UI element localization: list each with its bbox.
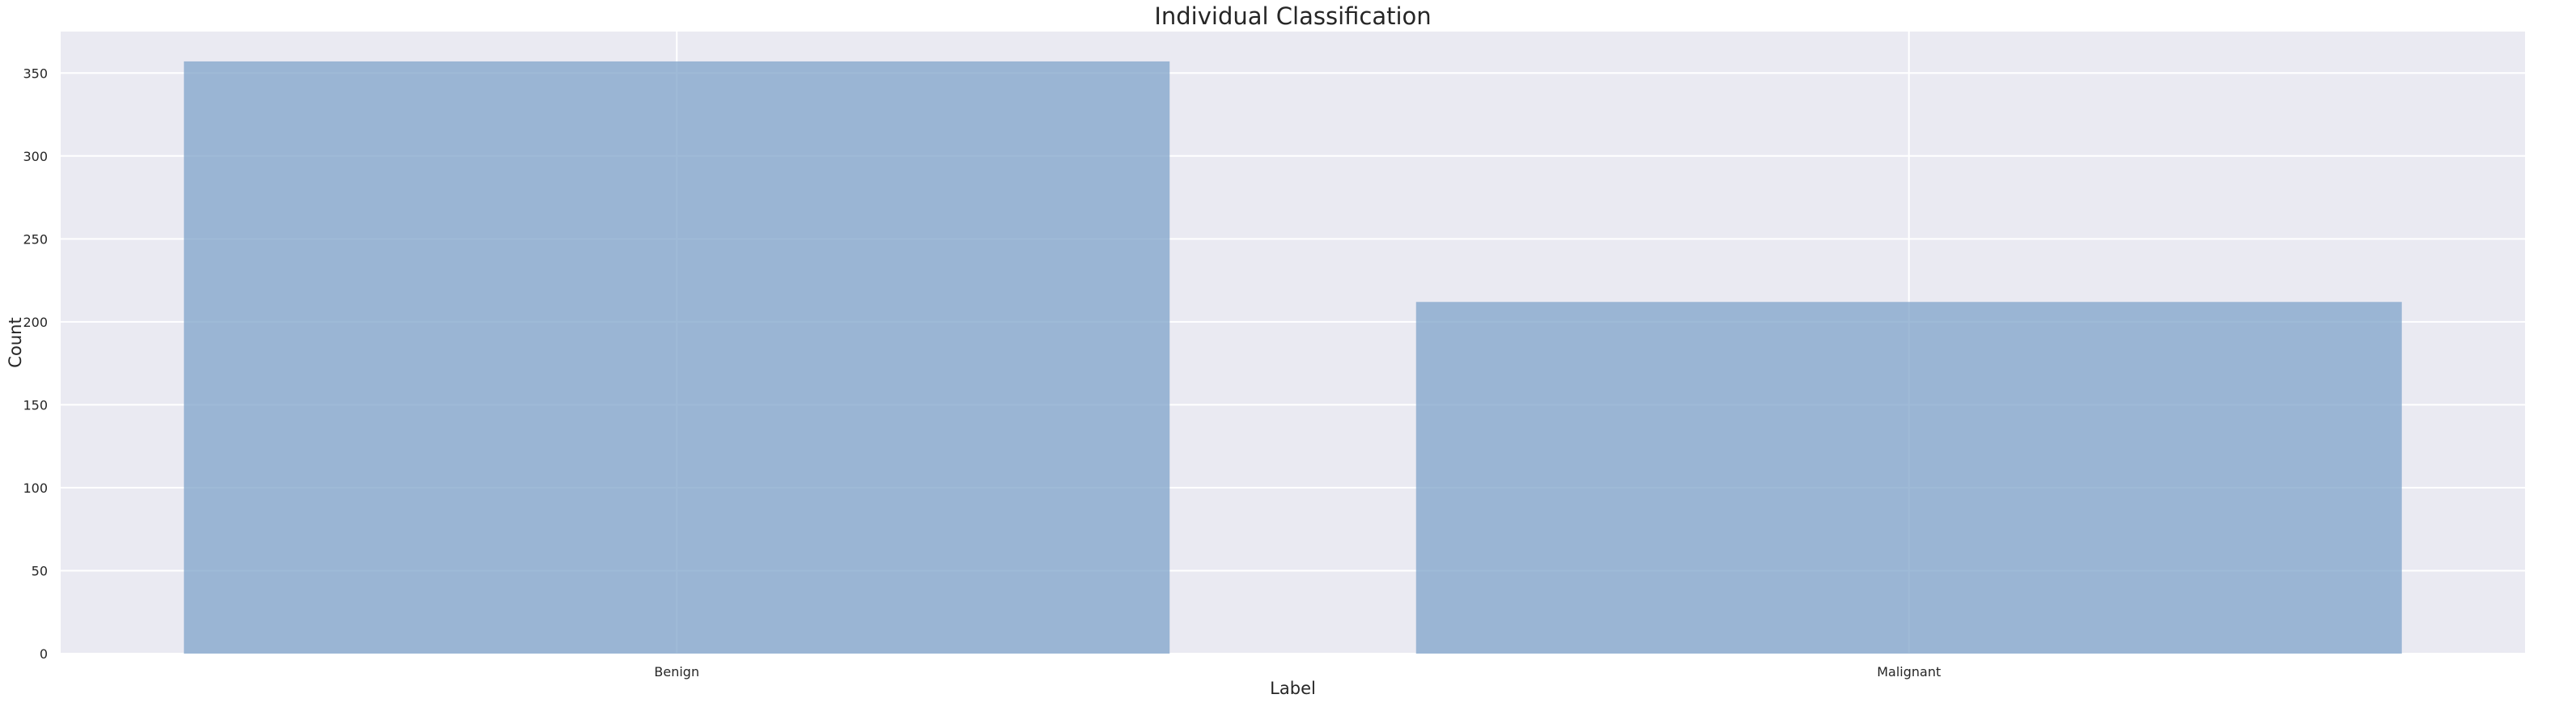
y-tick-label: 250 [23, 231, 48, 247]
y-tick-label: 200 [23, 315, 48, 330]
y-tick-label: 150 [23, 397, 48, 413]
x-tick-label: Malignant [1877, 664, 1941, 679]
y-tick-label: 300 [23, 149, 48, 164]
y-tick-label: 50 [32, 563, 48, 578]
y-tick-label: 100 [23, 481, 48, 496]
bar-benign [184, 61, 1170, 654]
y-tick-label: 350 [23, 66, 48, 81]
y-tick-label: 0 [40, 646, 48, 662]
y-axis-ticks: 0 50 100 150 200 250 300 350 [23, 66, 48, 662]
x-tick-label: Benign [654, 664, 699, 679]
y-axis-label: Count [6, 317, 25, 367]
bar-malignant [1415, 302, 2402, 654]
x-axis-label: Label [1270, 679, 1316, 698]
bars [184, 61, 2402, 654]
x-axis-ticks: Benign Malignant [654, 664, 1941, 679]
chart-title: Individual Classification [1154, 2, 1431, 30]
